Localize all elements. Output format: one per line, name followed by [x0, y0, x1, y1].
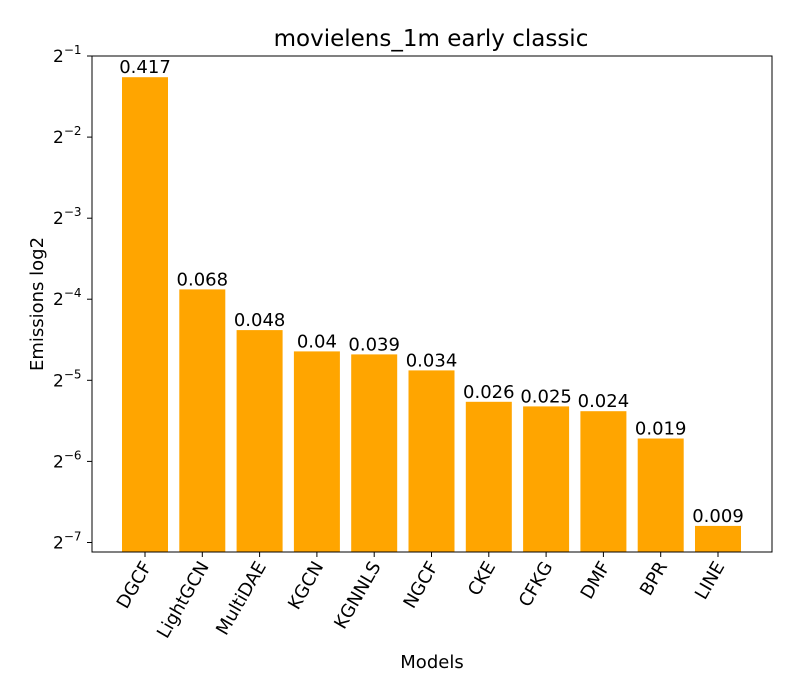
bar-cke [465, 401, 512, 552]
bar-value-label: 0.026 [463, 382, 515, 403]
bar-multidae [236, 330, 283, 552]
y-tick-label: 2−7 [53, 530, 82, 554]
bar-value-label: 0.009 [692, 506, 744, 527]
bar-kgnnls [351, 354, 398, 552]
x-tick-label: LINE [691, 558, 729, 603]
x-tick-label: BPR [636, 558, 672, 599]
bar-value-label: 0.048 [234, 310, 286, 331]
bar-ngcf [408, 370, 455, 552]
x-tick-label: MultiDAE [212, 558, 271, 639]
y-tick-label: 2−4 [53, 286, 82, 310]
chart-title: movielens_1m early classic [274, 26, 589, 52]
bar-value-label: 0.034 [406, 350, 458, 371]
bar-kgcn [293, 351, 340, 552]
x-tick-label: KGNNLS [330, 558, 385, 633]
y-tick-label: 2−2 [53, 124, 82, 148]
y-tick-label: 2−1 [53, 43, 82, 67]
x-tick-label: CFKG [515, 558, 558, 611]
bar-value-label: 0.024 [578, 391, 630, 412]
bar-dmf [580, 411, 627, 552]
bar-value-label: 0.068 [177, 269, 229, 290]
bar-line [695, 525, 741, 552]
y-tick-label: 2−6 [53, 448, 82, 472]
x-tick-label: DMF [577, 558, 615, 603]
y-tick-label: 2−3 [53, 205, 82, 229]
bar-dgcf [122, 77, 168, 552]
y-axis-label: Emissions log2 [27, 237, 48, 371]
bar-value-label: 0.019 [635, 419, 687, 440]
x-tick-label: CKE [464, 558, 500, 599]
bar-lightgcn [179, 289, 226, 552]
x-axis-label: Models [400, 652, 463, 673]
x-tick-label: DGCF [113, 558, 157, 612]
bar-value-label: 0.039 [348, 334, 400, 355]
x-tick-label: KGCN [284, 558, 328, 613]
bar-value-label: 0.417 [119, 57, 171, 78]
bar-value-label: 0.025 [520, 386, 572, 407]
bars-group [122, 77, 741, 552]
y-axis-ticks: 2−1 2−2 2−3 2−4 2−5 2−6 2−7 [53, 43, 92, 554]
y-tick-label: 2−5 [53, 367, 82, 391]
bar-cfkg [523, 406, 570, 552]
bar-value-label: 0.04 [297, 331, 337, 352]
x-tick-label: LightGCN [153, 558, 214, 642]
bar-bpr [637, 438, 684, 552]
x-tick-label: NGCF [399, 558, 442, 612]
